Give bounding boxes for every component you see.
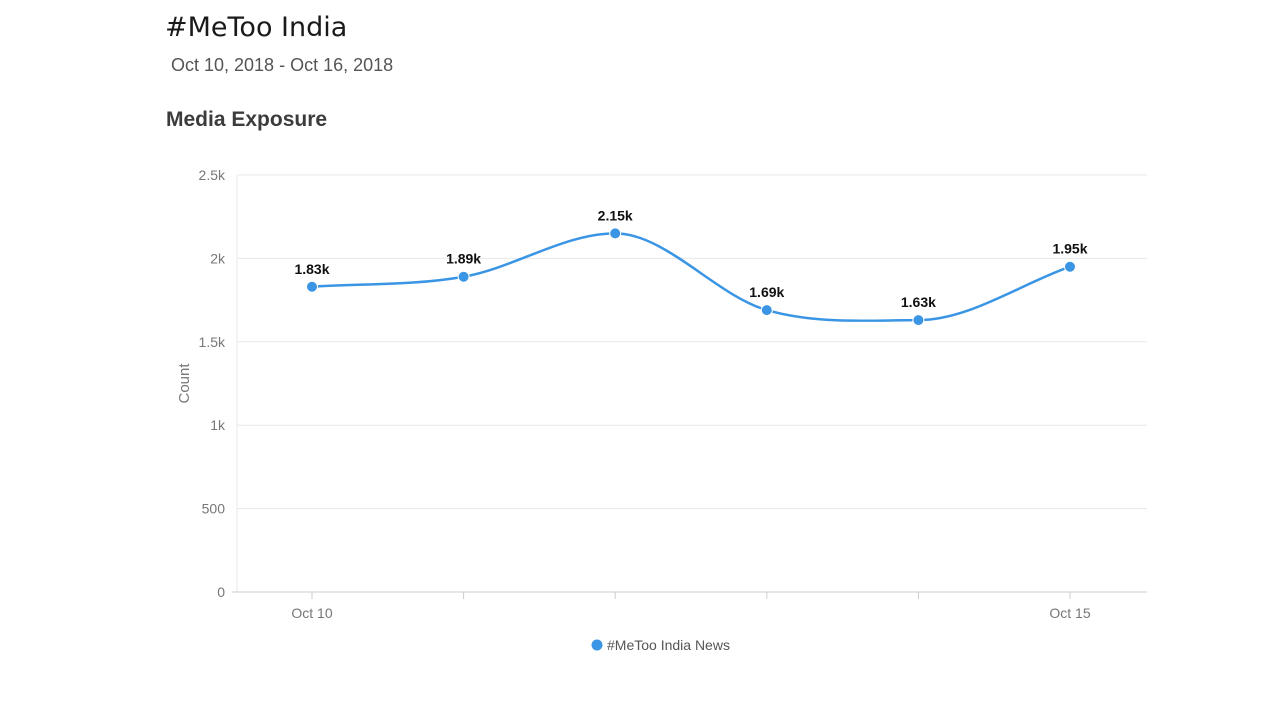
series-layer (306, 227, 1076, 327)
y-tick-label: 2.5k (199, 167, 226, 183)
date-range: Oct 10, 2018 - Oct 16, 2018 (171, 55, 394, 75)
grid-layer (237, 174, 1147, 510)
data-label: 1.63k (901, 294, 936, 310)
label-layer: 1.83k 1.89k 2.15k 1.69k 1.63k 1.95k (294, 207, 1087, 310)
data-point[interactable] (457, 270, 470, 283)
data-point[interactable] (306, 280, 318, 293)
slide-title: #MeToo India (165, 12, 348, 43)
legend-label[interactable]: #MeToo India News (607, 637, 730, 653)
y-tick-label: 1.5k (199, 334, 226, 350)
data-point[interactable] (912, 314, 925, 327)
data-label: 1.89k (446, 251, 481, 267)
data-point[interactable] (760, 304, 773, 317)
series-line (311, 232, 1071, 323)
x-tick-label: Oct 10 (291, 605, 332, 621)
x-tick-label: Oct 15 (1049, 605, 1090, 621)
y-tick-label: 1k (210, 417, 226, 433)
y-tick-label: 0 (217, 584, 225, 600)
y-tick-label: 2k (210, 250, 226, 266)
y-axis-title: Count (176, 363, 193, 404)
y-tick-label: 500 (202, 501, 226, 517)
data-label: 2.15k (598, 207, 633, 223)
legend[interactable]: #MeToo India News (591, 637, 730, 653)
data-label: 1.95k (1052, 241, 1087, 257)
axis-layer: 0 500 1k 1.5k 2k 2.5k Oct 10 Oct 15 Count (176, 167, 1147, 621)
data-label: 1.69k (749, 284, 784, 300)
chart-title: Media Exposure (166, 108, 328, 131)
data-point[interactable] (609, 227, 622, 240)
data-point[interactable] (1064, 260, 1076, 273)
legend-marker[interactable] (591, 639, 603, 651)
data-label: 1.83k (294, 261, 329, 277)
